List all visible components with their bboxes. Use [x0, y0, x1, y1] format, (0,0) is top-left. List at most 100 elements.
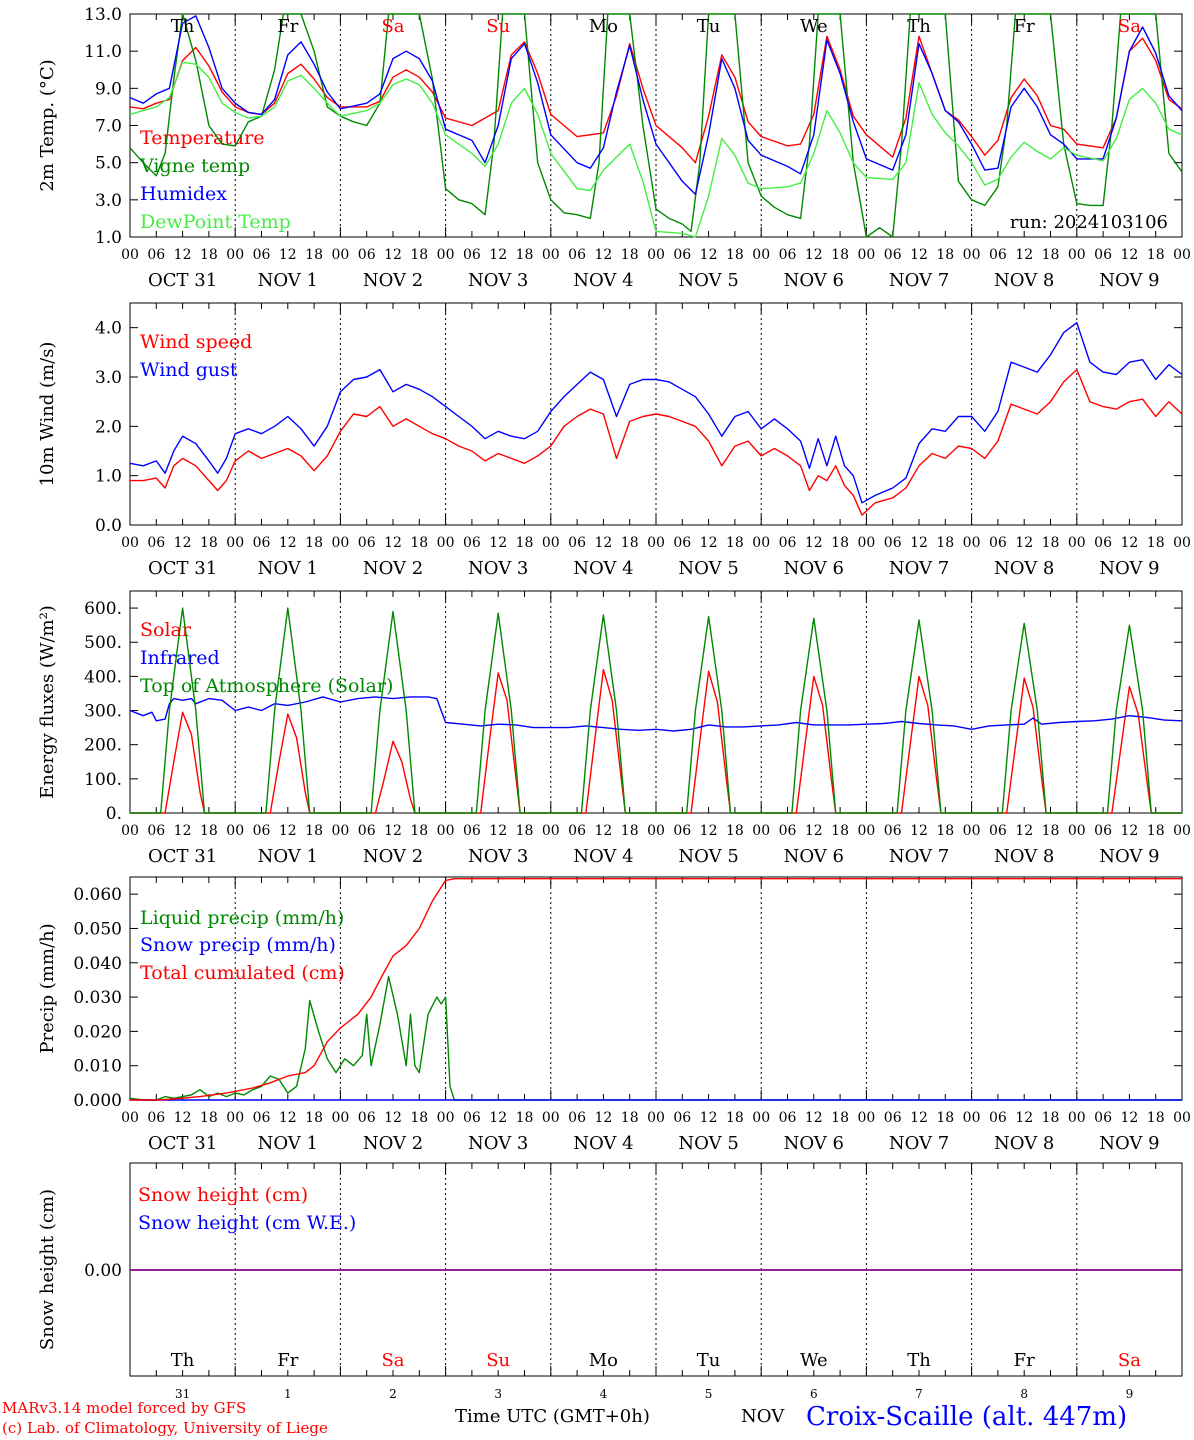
hour-tick-label: 18	[831, 823, 849, 839]
date-label: NOV 3	[468, 270, 528, 291]
hour-tick-label: 06	[568, 1110, 586, 1126]
y-tick-label: 0.00	[84, 1261, 122, 1281]
hour-tick-label: 06	[147, 823, 165, 839]
hour-tick-label: 00	[857, 535, 875, 551]
weekday-label: Th	[907, 1350, 931, 1371]
hour-tick-label: 00	[331, 1110, 349, 1126]
y-tick-label: 0.040	[73, 954, 122, 974]
weekday-label: Mo	[589, 1350, 618, 1371]
hour-tick-label: 18	[1147, 247, 1165, 263]
hour-tick-label: 00	[1173, 1110, 1191, 1126]
y-tick-label: 100.	[84, 770, 122, 790]
hour-tick-label: 18	[831, 1110, 849, 1126]
weekday-label: Fr	[1014, 16, 1035, 37]
hour-tick-label: 06	[989, 1110, 1007, 1126]
date-label: NOV 9	[1099, 1133, 1159, 1154]
hour-tick-label: 12	[594, 247, 612, 263]
date-label: NOV 2	[363, 846, 423, 867]
hour-tick-label: 06	[147, 1110, 165, 1126]
y-tick-label: 300.	[84, 702, 122, 722]
day-number-label: 1	[284, 1387, 292, 1401]
weekday-label: Th	[171, 16, 195, 37]
hour-tick-label: 00	[121, 535, 139, 551]
hour-tick-label: 18	[936, 823, 954, 839]
time-axis-label: Time UTC (GMT+0h)	[455, 1406, 650, 1427]
weekday-label: Sa	[381, 16, 404, 37]
hour-tick-label: 00	[121, 247, 139, 263]
hour-tick-label: 00	[331, 535, 349, 551]
date-label: NOV 6	[784, 270, 844, 291]
hour-tick-label: 06	[673, 535, 691, 551]
hour-tick-label: 00	[647, 535, 665, 551]
y-axis-label: 10m Wind (m/s)	[37, 342, 58, 487]
month-label: NOV	[741, 1406, 785, 1427]
day-number-label: 31	[175, 1387, 190, 1401]
day-number-label: 9	[1126, 1387, 1134, 1401]
y-tick-label: 1.0	[95, 467, 122, 487]
legend-entry: Snow precip (mm/h)	[140, 934, 336, 956]
weekday-label: Tu	[697, 16, 721, 37]
hour-tick-label: 18	[621, 247, 639, 263]
date-label: NOV 2	[363, 270, 423, 291]
hour-tick-label: 12	[489, 1110, 507, 1126]
series-line	[129, 35, 1183, 164]
hour-tick-label: 12	[489, 247, 507, 263]
hour-tick-label: 00	[857, 247, 875, 263]
legend-entry: Vigne temp	[139, 155, 250, 177]
hour-tick-label: 00	[437, 535, 455, 551]
hour-tick-label: 18	[305, 535, 323, 551]
hour-tick-label: 18	[621, 823, 639, 839]
weekday-label: We	[800, 1350, 828, 1371]
date-label: NOV 7	[889, 846, 949, 867]
date-label: NOV 6	[784, 558, 844, 579]
date-label: OCT 31	[148, 1133, 217, 1154]
hour-tick-label: 06	[673, 247, 691, 263]
hour-tick-label: 18	[621, 535, 639, 551]
y-tick-label: 2.0	[95, 417, 122, 437]
date-label: NOV 2	[363, 1133, 423, 1154]
hour-tick-label: 00	[752, 1110, 770, 1126]
hour-tick-label: 06	[358, 823, 376, 839]
hour-tick-label: 06	[568, 247, 586, 263]
hour-tick-label: 12	[910, 823, 928, 839]
hour-tick-label: 12	[384, 535, 402, 551]
hour-tick-label: 06	[989, 535, 1007, 551]
hour-tick-label: 12	[279, 247, 297, 263]
legend-entry: Top of Atmosphere (Solar)	[140, 675, 393, 697]
date-label: OCT 31	[148, 558, 217, 579]
hour-tick-label: 18	[1042, 1110, 1060, 1126]
hour-tick-label: 06	[463, 823, 481, 839]
run-label: run: 2024103106	[1010, 212, 1168, 233]
hour-tick-label: 18	[410, 247, 428, 263]
hour-tick-label: 12	[174, 535, 192, 551]
date-label: NOV 7	[889, 270, 949, 291]
y-tick-label: 0.	[106, 804, 122, 824]
date-label: NOV 8	[994, 846, 1054, 867]
date-label: NOV 5	[678, 558, 738, 579]
series-line	[129, 15, 1183, 196]
day-number-label: 7	[915, 1387, 923, 1401]
hour-tick-label: 12	[594, 535, 612, 551]
hour-tick-label: 18	[200, 1110, 218, 1126]
hour-tick-label: 00	[542, 535, 560, 551]
weekday-label: Th	[907, 16, 931, 37]
hour-tick-label: 06	[463, 247, 481, 263]
legend-entry: Liquid precip (mm/h)	[140, 907, 344, 929]
y-axis-label: Energy fluxes (W/m²)	[37, 605, 58, 799]
hour-tick-label: 06	[884, 247, 902, 263]
hour-tick-label: 12	[805, 247, 823, 263]
hour-tick-label: 06	[884, 535, 902, 551]
y-tick-label: 1.0	[95, 228, 122, 248]
hour-tick-label: 18	[200, 823, 218, 839]
hour-tick-label: 18	[621, 1110, 639, 1126]
hour-tick-label: 06	[1094, 823, 1112, 839]
hour-tick-label: 18	[516, 823, 534, 839]
weekday-label: Su	[486, 1350, 510, 1371]
hour-tick-label: 12	[700, 247, 718, 263]
date-label: NOV 2	[363, 558, 423, 579]
hour-tick-label: 18	[726, 247, 744, 263]
y-tick-label: 4.0	[95, 319, 122, 339]
date-label: NOV 5	[678, 270, 738, 291]
hour-tick-label: 12	[910, 247, 928, 263]
hour-tick-label: 18	[305, 247, 323, 263]
